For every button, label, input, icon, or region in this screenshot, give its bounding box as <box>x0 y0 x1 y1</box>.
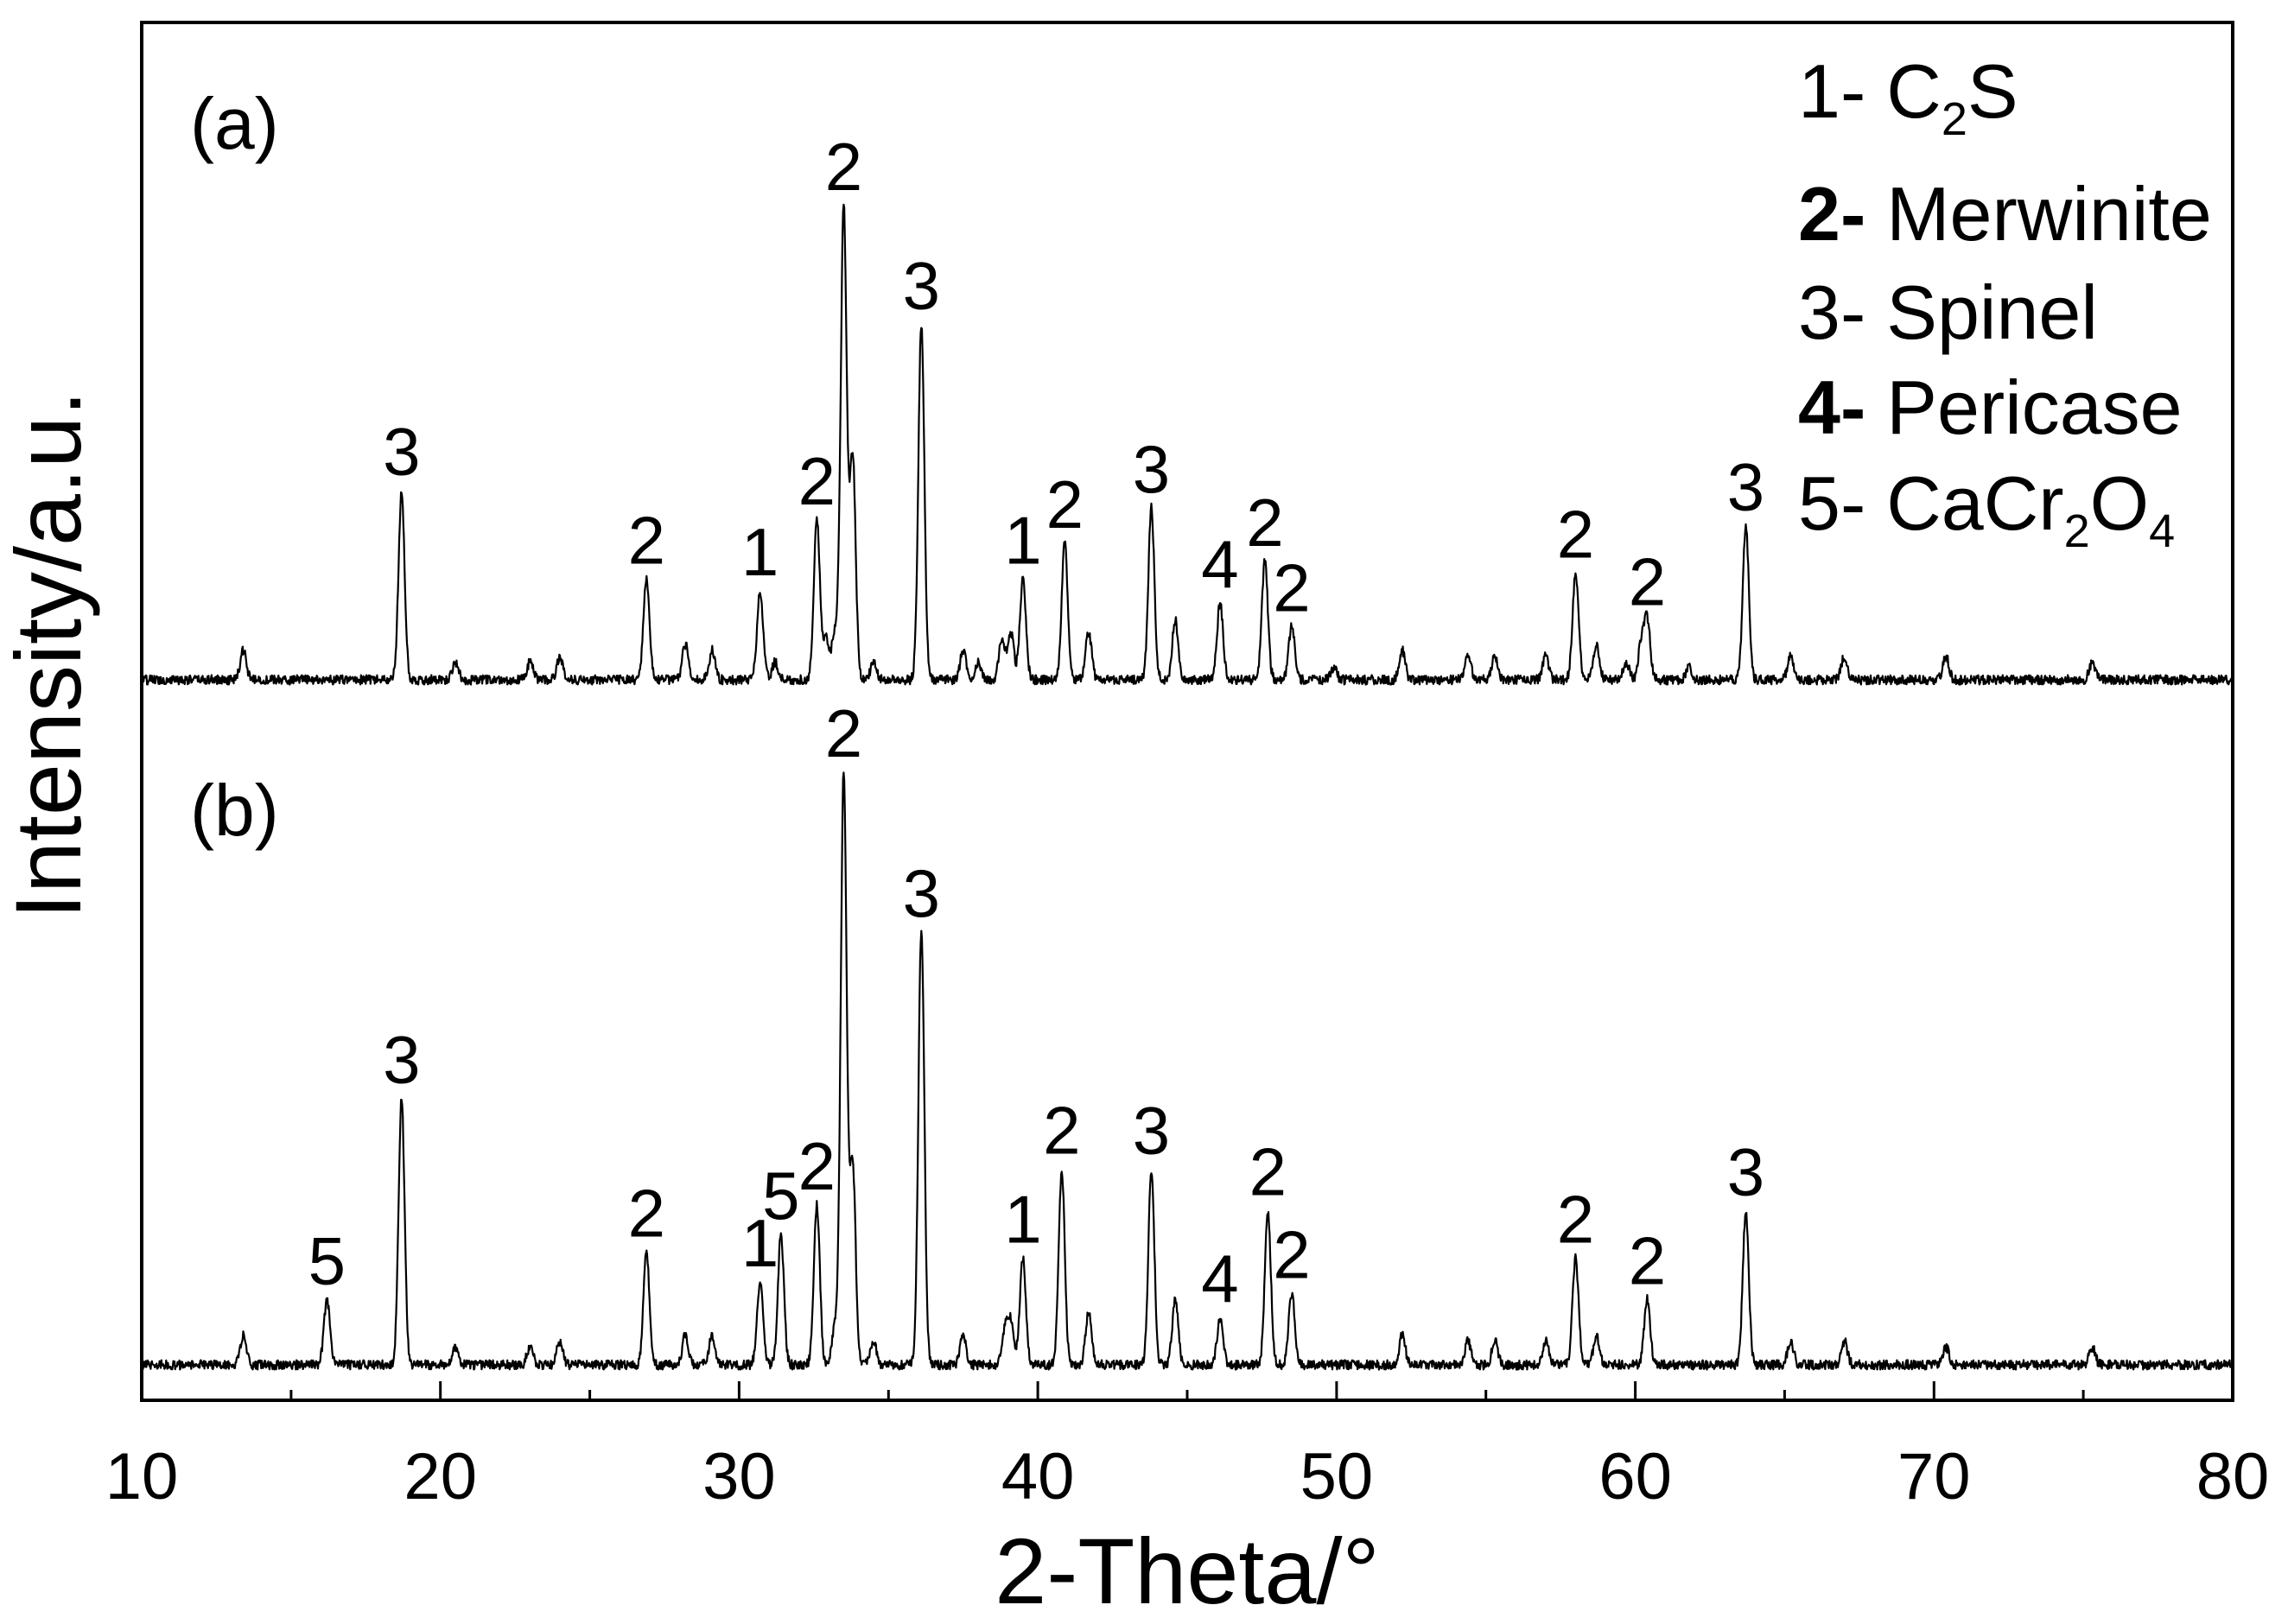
legend-subscript: 4 <box>2149 505 2175 557</box>
legend-label: C <box>1886 48 1942 134</box>
peak-label: 3 <box>903 247 940 323</box>
peak-label: 2 <box>628 1176 665 1252</box>
peak-label: 2 <box>1629 543 1666 619</box>
peak-label: 2 <box>825 695 862 771</box>
x-tick-label: 10 <box>105 1440 179 1513</box>
series-label-a: (a) <box>190 83 279 164</box>
peak-label: 4 <box>1201 1240 1238 1316</box>
peak-label: 5 <box>762 1158 799 1234</box>
legend-subscript: 2 <box>1942 93 1967 145</box>
legend-entry-4: 4- Pericase <box>1798 365 2183 450</box>
legend-entry-3: 3- Spinel <box>1798 270 2098 355</box>
peak-label: 2 <box>628 502 665 578</box>
peak-label: 2 <box>1273 1217 1310 1293</box>
peak-label: 2 <box>825 129 862 205</box>
legend-label: Pericase <box>1886 365 2182 450</box>
peak-label: 2 <box>1557 1182 1594 1258</box>
legend-key: 4- <box>1798 365 1865 450</box>
legend-entry-5: 5- CaCr2O4 <box>1798 460 2175 557</box>
legend-label: CaCr <box>1886 460 2063 546</box>
y-axis-label: Intensity/a.u. <box>0 390 100 919</box>
peak-label: 2 <box>1043 1093 1080 1169</box>
x-tick-label: 30 <box>702 1440 776 1513</box>
peak-label: 3 <box>903 855 940 931</box>
x-tick-label: 60 <box>1598 1440 1672 1513</box>
x-tick-label: 20 <box>404 1440 477 1513</box>
series-label-b: (b) <box>190 770 279 851</box>
peak-label: 2 <box>1273 549 1310 625</box>
legend-subscript: 2 <box>2064 505 2090 557</box>
legend-entry-1: 1- C2S <box>1798 48 2018 145</box>
x-tick-label: 50 <box>1300 1440 1374 1513</box>
legend-label: Merwinite <box>1886 171 2212 257</box>
peak-label: 3 <box>1133 1093 1170 1169</box>
peak-label: 2 <box>1249 1134 1287 1210</box>
peak-label: 1 <box>1004 502 1041 578</box>
peak-label: 2 <box>1629 1223 1666 1299</box>
x-axis-ticks: 10 20 30 40 50 60 70 80 <box>105 1381 2270 1513</box>
peak-label: 2 <box>798 1128 836 1204</box>
x-axis-label: 2-Theta/° <box>995 1519 1379 1623</box>
legend-entry-2: 2- Merwinite <box>1798 171 2212 257</box>
peak-label: 3 <box>383 1021 420 1097</box>
x-tick-label: 40 <box>1001 1440 1075 1513</box>
x-tick-label: 80 <box>2196 1440 2270 1513</box>
peak-label: 3 <box>1133 431 1170 507</box>
legend-key: 3- <box>1798 270 1865 355</box>
peak-label: 5 <box>308 1223 346 1299</box>
peak-label: 3 <box>1727 449 1764 525</box>
peak-label: 1 <box>1004 1182 1041 1258</box>
peak-label: 4 <box>1201 526 1238 602</box>
peak-label: 1 <box>741 514 779 590</box>
peak-label: 1 <box>741 1205 779 1281</box>
legend-key: 2- <box>1798 171 1865 257</box>
peak-label: 2 <box>798 443 836 519</box>
peak-label: 3 <box>1727 1134 1764 1210</box>
x-tick-label: 70 <box>1897 1440 1971 1513</box>
peak-label: 2 <box>1246 485 1283 561</box>
legend-label: S <box>1967 48 2018 134</box>
legend-label: O <box>2090 460 2149 546</box>
legend-key: 1- <box>1798 48 1865 134</box>
peak-label: 2 <box>1046 466 1084 542</box>
peak-label: 3 <box>383 414 420 490</box>
legend-key: 5- <box>1798 460 1865 546</box>
series-line-b <box>141 771 2234 1371</box>
series-lines <box>140 203 2234 1371</box>
series-line-a <box>140 203 2234 686</box>
peak-label: 2 <box>1557 497 1594 573</box>
legend: 1- C2S 2- Merwinite 3- Spinel 4- Pericase 5-… <box>1798 48 2212 557</box>
legend-label: Spinel <box>1886 270 2098 355</box>
